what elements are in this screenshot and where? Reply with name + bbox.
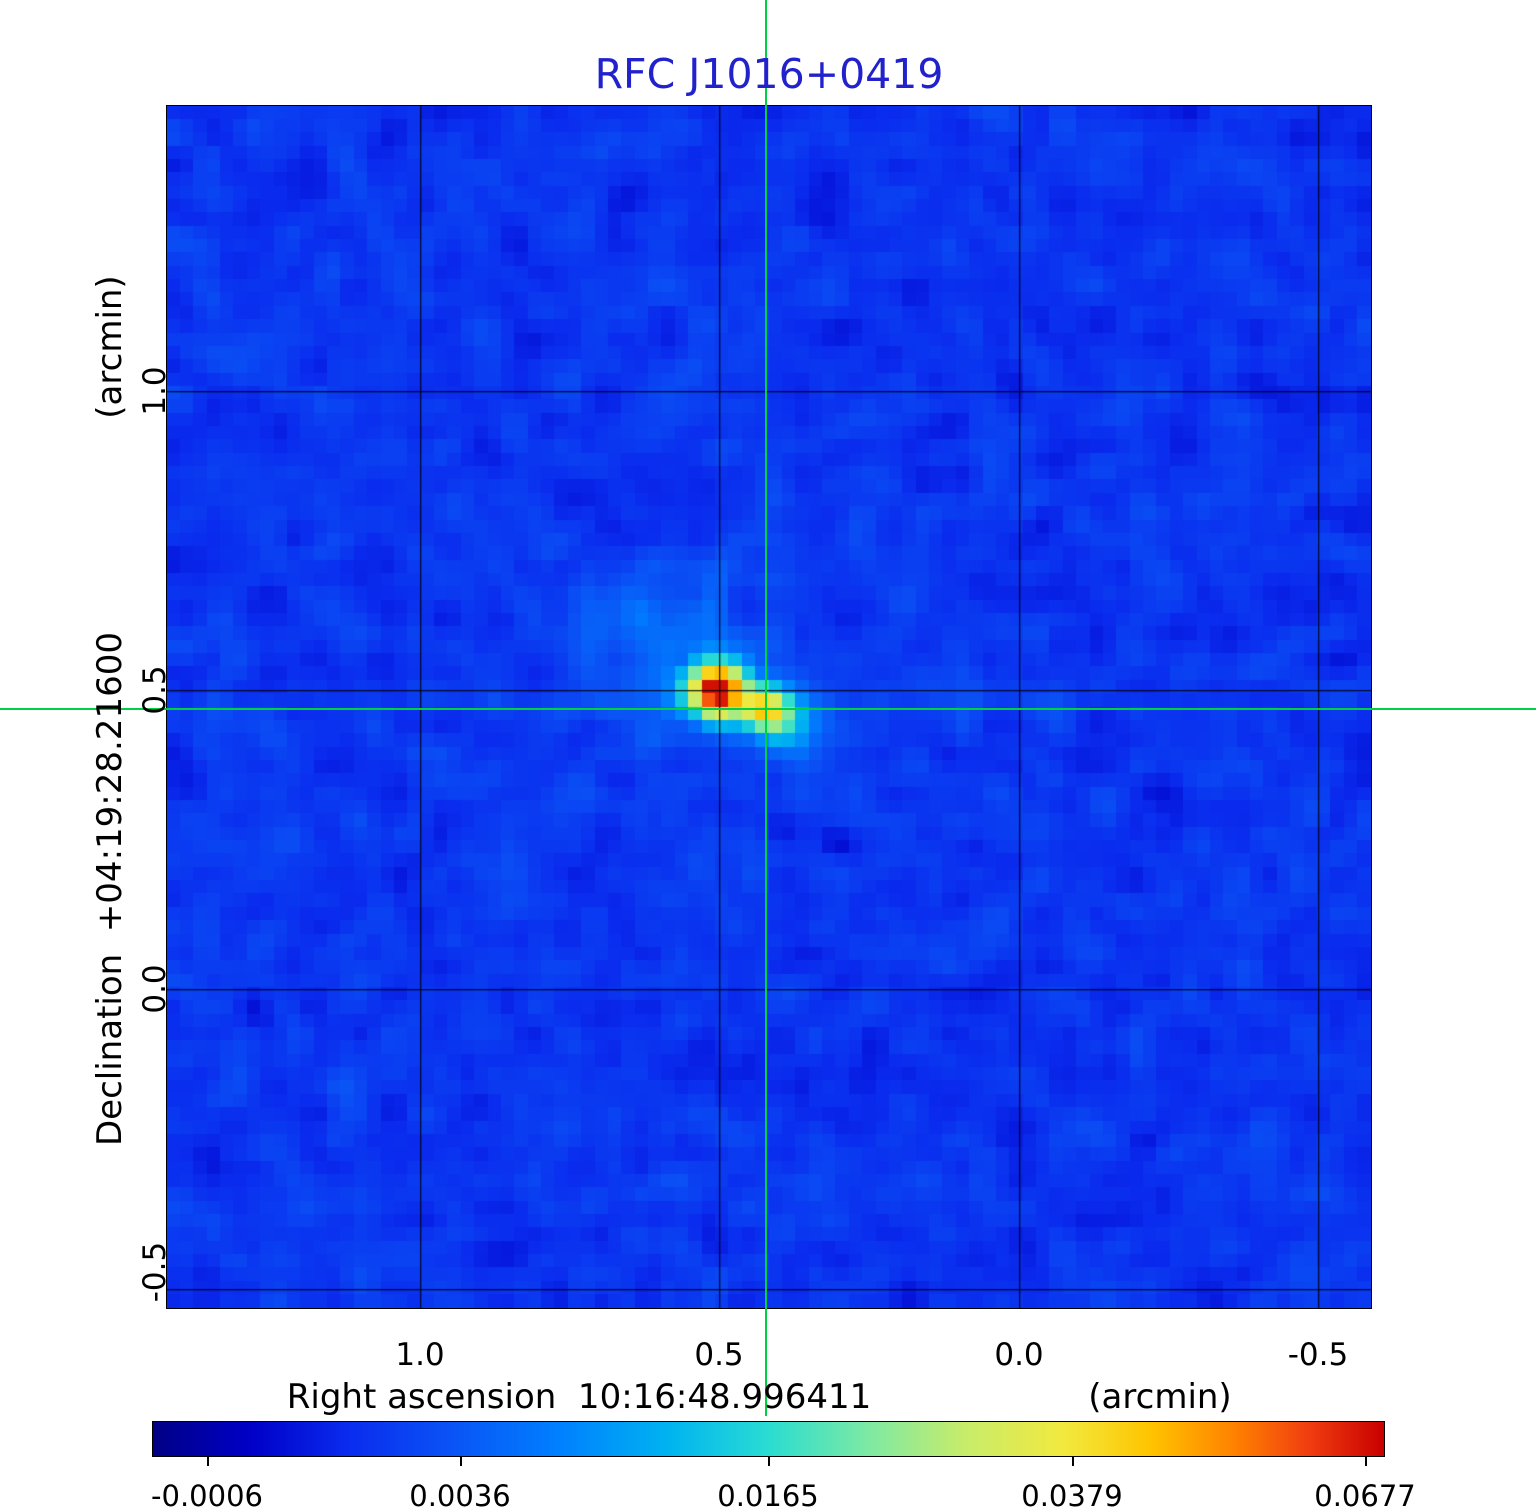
- x-axis-unit-label: (arcmin): [1088, 1377, 1232, 1417]
- x-tick-label--0.5: -0.5: [1287, 1337, 1349, 1373]
- colorbar-tick-1: [460, 1457, 462, 1466]
- x-axis-title: Right ascension 10:16:48.996411: [286, 1377, 872, 1417]
- sky-map: [166, 105, 1372, 1309]
- y-tick-label-0.0: 0.0: [137, 964, 173, 1014]
- crosshair-horizontal-line: [0, 708, 1536, 710]
- colorbar-tick-2: [768, 1457, 770, 1466]
- colorbar-label-2: 0.0165: [717, 1479, 819, 1511]
- colorbar-label-4: 0.0677: [1314, 1479, 1416, 1511]
- x-tick-label-1.0: 1.0: [395, 1337, 445, 1373]
- y-axis-unit-label: (arcmin): [90, 275, 130, 419]
- x-tick-label-0.5: 0.5: [694, 1337, 744, 1373]
- colorbar-tick-4: [1365, 1457, 1367, 1466]
- colorbar-label-0: -0.0006: [151, 1479, 263, 1511]
- colorbar: -0.0006 0.0036 0.0165 0.0379 0.0677: [151, 1421, 1416, 1511]
- y-axis-title: Declination +04:19:28.21600: [90, 632, 130, 1146]
- colorbar-label-3: 0.0379: [1021, 1479, 1123, 1511]
- colorbar-tick-3: [1072, 1457, 1074, 1466]
- colorbar-gradient: [152, 1421, 1385, 1457]
- colorbar-tick-0: [207, 1457, 209, 1466]
- y-tick-label--0.5: -0.5: [137, 1241, 173, 1303]
- y-tick-label-0.5: 0.5: [137, 665, 173, 715]
- sky-map-canvas: [167, 106, 1371, 1308]
- page-title: RFC J1016+0419: [594, 50, 944, 98]
- colorbar-label-1: 0.0036: [409, 1479, 511, 1511]
- y-tick-label-1.0: 1.0: [137, 366, 173, 416]
- x-tick-label-0.0: 0.0: [994, 1337, 1044, 1373]
